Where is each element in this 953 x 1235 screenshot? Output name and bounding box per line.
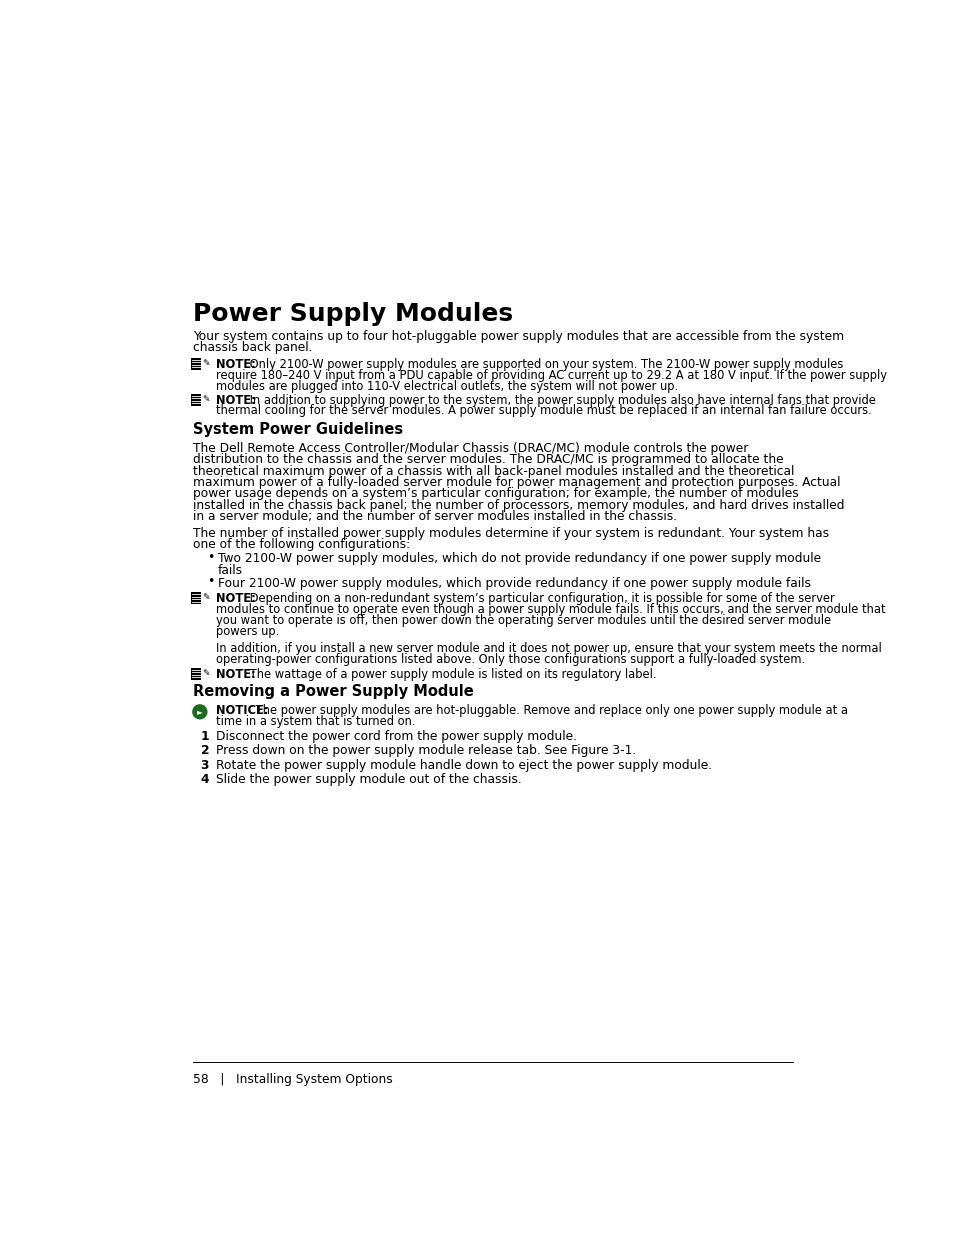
Text: operating-power configurations listed above. Only those configurations support a: operating-power configurations listed ab… [216,653,804,666]
Text: Only 2100-W power supply modules are supported on your system. The 2100-W power : Only 2100-W power supply modules are sup… [246,358,842,370]
Text: Press down on the power supply module release tab. See Figure 3-1.: Press down on the power supply module re… [216,745,636,757]
Text: Four 2100-W power supply modules, which provide redundancy if one power supply m: Four 2100-W power supply modules, which … [217,577,810,590]
Text: theoretical maximum power of a chassis with all back-panel modules installed and: theoretical maximum power of a chassis w… [193,464,794,478]
Text: distribution to the chassis and the server modules. The DRAC/MC is programmed to: distribution to the chassis and the serv… [193,453,782,466]
Text: Slide the power supply module out of the chassis.: Slide the power supply module out of the… [216,773,521,785]
Bar [192,668,201,680]
Text: •: • [207,551,214,564]
Text: •: • [207,576,214,588]
Text: modules are plugged into 110-V electrical outlets, the system will not power up.: modules are plugged into 110-V electrica… [216,379,678,393]
Text: chassis back panel.: chassis back panel. [193,341,312,354]
Text: NOTE:: NOTE: [216,358,255,370]
Text: Removing a Power Supply Module: Removing a Power Supply Module [193,684,473,699]
Text: 2: 2 [200,745,209,757]
Text: in a server module; and the number of server modules installed in the chassis.: in a server module; and the number of se… [193,510,677,524]
Text: In addition to supplying power to the system, the power supply modules also have: In addition to supplying power to the sy… [246,394,875,406]
Text: The power supply modules are hot-pluggable. Remove and replace only one power su: The power supply modules are hot-pluggab… [252,704,847,718]
Text: 4: 4 [200,773,209,785]
Text: modules to continue to operate even though a power supply module fails. If this : modules to continue to operate even thou… [216,603,884,616]
Text: installed in the chassis back panel; the number of processors, memory modules, a: installed in the chassis back panel; the… [193,499,843,511]
Text: NOTE:: NOTE: [216,394,255,406]
Text: Depending on a non-redundant system’s particular configuration, it is possible f: Depending on a non-redundant system’s pa… [246,593,834,605]
Text: Rotate the power supply module handle down to eject the power supply module.: Rotate the power supply module handle do… [216,758,712,772]
Text: ✎: ✎ [202,359,209,368]
Text: thermal cooling for the server modules. A power supply module must be replaced i: thermal cooling for the server modules. … [216,404,871,417]
Text: ►: ► [196,708,203,716]
Text: NOTE:: NOTE: [216,593,255,605]
Text: NOTE:: NOTE: [216,668,255,680]
Text: NOTICE:: NOTICE: [216,704,268,718]
Text: fails: fails [217,563,243,577]
Circle shape [193,705,207,719]
Text: you want to operate is off, then power down the operating server modules until t: you want to operate is off, then power d… [216,614,830,627]
Text: require 180–240 V input from a PDU capable of providing AC current up to 29.2 A : require 180–240 V input from a PDU capab… [216,369,886,382]
Text: ✎: ✎ [202,593,209,603]
Text: Power Supply Modules: Power Supply Modules [193,303,513,326]
Text: ✎: ✎ [202,668,209,678]
Text: power usage depends on a system’s particular configuration; for example, the num: power usage depends on a system’s partic… [193,488,798,500]
Text: time in a system that is turned on.: time in a system that is turned on. [216,715,416,727]
Text: 3: 3 [200,758,209,772]
Text: The number of installed power supply modules determine if your system is redunda: The number of installed power supply mod… [193,527,828,540]
Text: one of the following configurations:: one of the following configurations: [193,538,410,551]
Bar [192,593,201,604]
Text: The wattage of a power supply module is listed on its regulatory label.: The wattage of a power supply module is … [246,668,656,680]
Bar [192,358,201,370]
Text: ✎: ✎ [202,394,209,404]
Text: The Dell Remote Access Controller/Modular Chassis (DRAC/MC) module controls the : The Dell Remote Access Controller/Modula… [193,442,747,454]
Text: In addition, if you install a new server module and it does not power up, ensure: In addition, if you install a new server… [216,642,881,655]
Text: System Power Guidelines: System Power Guidelines [193,421,402,437]
Text: Your system contains up to four hot-pluggable power supply modules that are acce: Your system contains up to four hot-plug… [193,330,843,343]
Text: Two 2100-W power supply modules, which do not provide redundancy if one power su: Two 2100-W power supply modules, which d… [217,552,820,566]
Text: maximum power of a fully-loaded server module for power management and protectio: maximum power of a fully-loaded server m… [193,475,840,489]
Text: 58   |   Installing System Options: 58 | Installing System Options [193,1073,393,1086]
Text: 1: 1 [200,730,209,743]
Text: Disconnect the power cord from the power supply module.: Disconnect the power cord from the power… [216,730,577,743]
Text: powers up.: powers up. [216,625,279,637]
Bar [192,394,201,405]
